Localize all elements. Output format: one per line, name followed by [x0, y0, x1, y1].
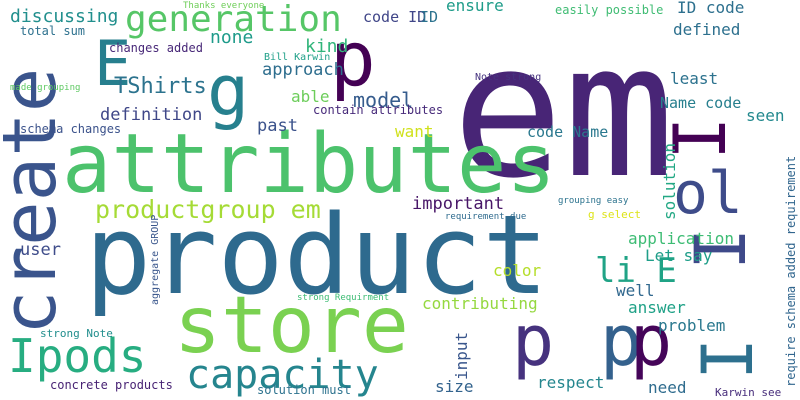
word-cloud-word: problem	[658, 316, 725, 335]
word-cloud-word: TShirts	[114, 74, 207, 99]
word-cloud-word: Ipods	[8, 329, 146, 383]
word-cloud-word: well	[616, 281, 655, 300]
word-cloud-word: input	[452, 332, 471, 380]
word-cloud-word: need	[648, 378, 687, 397]
word-cloud-word: p	[630, 300, 672, 382]
word-cloud-word: li E	[595, 251, 677, 291]
word-cloud-word: ol	[673, 159, 743, 227]
word-cloud-word: p	[330, 14, 376, 103]
word-cloud-word: ID code	[677, 0, 744, 17]
word-cloud-word: code ID	[363, 8, 426, 26]
word-cloud-word: create	[0, 68, 73, 335]
word-cloud-word: least	[670, 69, 718, 88]
word-cloud-word: p	[600, 300, 642, 382]
word-cloud-word: ensure	[446, 0, 504, 15]
word-cloud-word: solution must	[257, 383, 351, 397]
word-cloud-word: generation	[125, 0, 342, 40]
word-cloud-word: definition	[100, 105, 202, 125]
word-cloud-word: aggregate GROUP	[150, 215, 161, 305]
word-cloud-word: answer	[628, 298, 686, 317]
word-cloud-word: grouping easy	[558, 196, 629, 206]
word-cloud-word: product	[85, 191, 549, 319]
word-cloud-word: kind	[305, 36, 348, 57]
word-cloud-word: Karwin see	[715, 386, 781, 399]
word-cloud-word: g select	[588, 208, 641, 221]
word-cloud-word: concrete products	[50, 378, 173, 392]
word-cloud-word: I	[687, 338, 769, 380]
word-cloud-word: total sum	[20, 24, 85, 38]
word-cloud-word: Let say	[645, 246, 713, 265]
word-cloud-word: schema changes	[20, 122, 121, 136]
word-cloud-word: easily possible	[555, 3, 663, 17]
word-cloud-word: productgroup em	[95, 195, 321, 224]
word-cloud-word: E	[94, 27, 131, 100]
word-cloud-word: strong Note	[40, 327, 113, 340]
word-cloud-word: respect	[537, 373, 604, 392]
word-cloud-word: store	[174, 281, 409, 371]
word-cloud-word: Bill Karwin	[264, 52, 330, 63]
word-cloud-word: ID	[420, 8, 438, 26]
word-cloud-word: capacity	[186, 352, 379, 398]
word-cloud-word: made grouping	[10, 83, 80, 93]
word-cloud-word: require schema added requirement	[784, 156, 798, 387]
word-cloud-word: approach	[262, 60, 344, 80]
word-cloud-word: defined	[673, 20, 740, 39]
word-cloud-word: application	[628, 229, 734, 248]
word-cloud-word: attributes	[62, 117, 556, 212]
word-cloud-word: code Name	[527, 123, 608, 141]
word-cloud-word: strong Requirment	[297, 293, 389, 303]
word-cloud-word: want	[395, 122, 434, 141]
word-cloud-word: I	[680, 228, 762, 270]
word-cloud-word: seen	[746, 106, 785, 125]
word-cloud-word: color	[493, 261, 542, 280]
word-cloud-word: I	[658, 117, 742, 160]
word-cloud-word: contributing	[422, 294, 538, 313]
word-cloud-word: requirement due	[445, 212, 526, 222]
word-cloud-word: model	[353, 88, 413, 112]
word-cloud-word: size	[435, 377, 474, 396]
word-cloud-word: discussing	[10, 6, 118, 27]
word-cloud-word: Name code	[660, 94, 741, 112]
word-cloud-word: solution	[660, 143, 679, 220]
word-cloud-word: Thanks everyone	[183, 1, 264, 11]
word-cloud-word: important	[412, 194, 504, 214]
word-cloud-word: user	[20, 240, 61, 260]
word-cloud-word: changes added	[109, 41, 203, 55]
word-cloud-word: able	[291, 87, 330, 106]
word-cloud-word: past	[257, 116, 298, 136]
word-cloud-word: contain attributes	[313, 103, 443, 117]
word-cloud-word: g	[207, 50, 249, 132]
word-cloud-word: em	[452, 3, 675, 219]
word-cloud-word: none	[210, 27, 253, 48]
word-cloud-word: Note strong	[475, 72, 541, 83]
word-cloud-word: p	[512, 300, 554, 382]
